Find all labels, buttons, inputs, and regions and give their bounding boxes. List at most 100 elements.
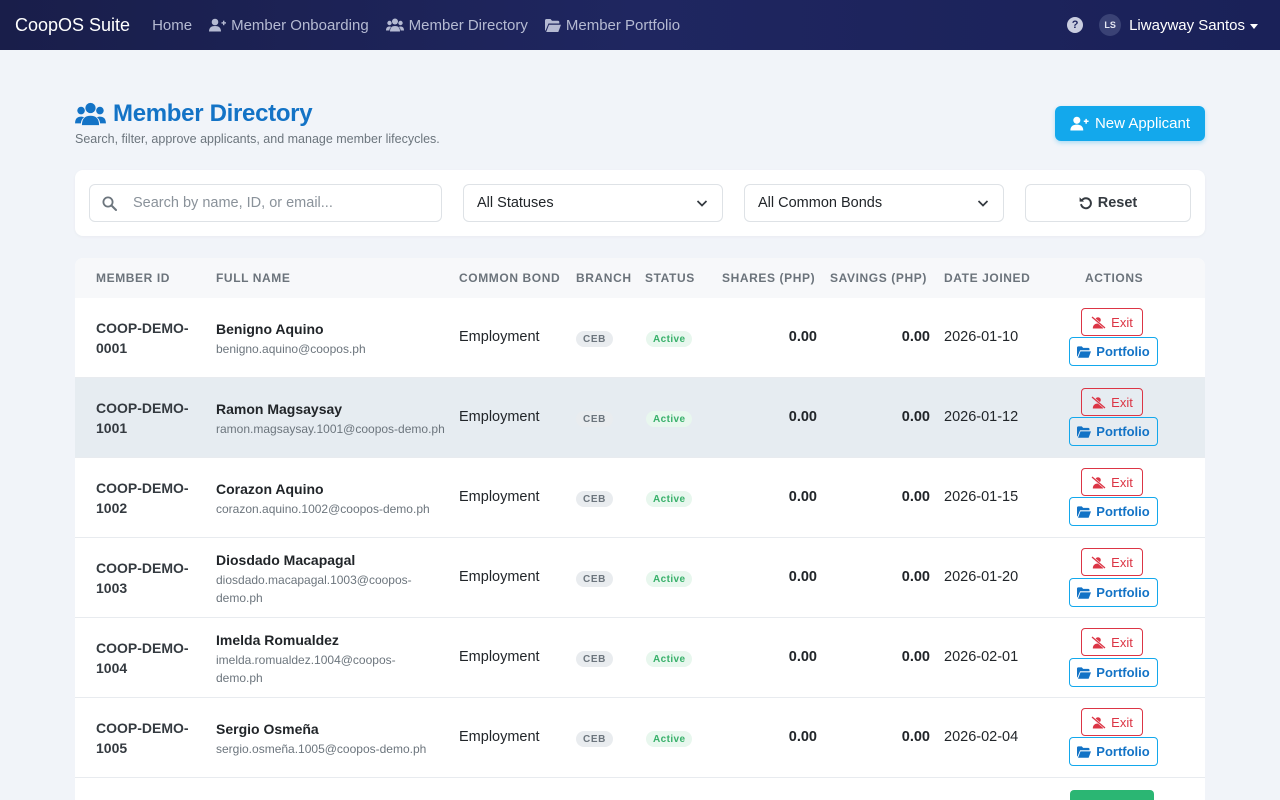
user-menu-toggle[interactable]: Liwayway Santos xyxy=(1129,16,1245,34)
col-common-bond[interactable]: COMMON BOND xyxy=(459,271,561,285)
col-status[interactable]: STATUS xyxy=(645,271,695,285)
member-name[interactable]: Sergio Osmeña xyxy=(216,721,319,737)
member-email: imelda.romualdez.1004@coopos-demo.ph xyxy=(216,653,396,685)
col-member-id[interactable]: MEMBER ID xyxy=(96,271,171,285)
avatar[interactable]: LS xyxy=(1099,14,1122,36)
date-joined-cell: 2026-01-20 xyxy=(944,569,1019,585)
member-table: MEMBER ID FULL NAME COMMON BOND BRANCH S… xyxy=(75,258,1205,800)
status-badge: Active xyxy=(646,331,693,347)
page-title-text: Member Directory xyxy=(113,100,313,127)
approve-button-partial[interactable] xyxy=(1070,790,1154,800)
exit-button[interactable]: Exit xyxy=(1081,388,1143,416)
exit-button[interactable]: Exit xyxy=(1081,708,1143,736)
col-full-name[interactable]: FULL NAME xyxy=(216,271,291,285)
date-joined-cell: 2026-02-01 xyxy=(944,649,1019,665)
portfolio-button[interactable]: Portfolio xyxy=(1069,497,1158,526)
new-applicant-label: New Applicant xyxy=(1094,115,1191,132)
search-box[interactable] xyxy=(89,184,442,222)
member-id-cell: COOP-DEMO- 1001 xyxy=(96,400,189,436)
col-actions: ACTIONS xyxy=(1085,271,1144,285)
branch-badge: CEB xyxy=(576,491,613,507)
table-row[interactable]: COOP-DEMO- 1003 Diosdado Macapagal diosdad… xyxy=(75,538,1205,618)
member-id-cell: COOP-DEMO- 1004 xyxy=(96,640,189,676)
status-badge: Active xyxy=(646,491,693,507)
table-row[interactable]: COOP-DEMO- 0001 Benigno Aquino benigno.aqu… xyxy=(75,298,1205,378)
member-id-cell: COOP-DEMO- 1003 xyxy=(96,560,189,596)
exit-button[interactable]: Exit xyxy=(1081,548,1143,576)
table-row[interactable]: COOP-DEMO- 1001 Ramon Magsaysay ramon.mags… xyxy=(75,378,1205,458)
reset-button[interactable]: Reset xyxy=(1025,184,1191,222)
common-bond-cell: Employment xyxy=(459,489,540,505)
full-name-cell: Benigno Aquino benigno.aquino@coopos.ph xyxy=(216,320,452,358)
common-bond-cell: Employment xyxy=(459,329,540,345)
status-badge: Active xyxy=(646,571,693,587)
shares-cell: 0.00 xyxy=(788,569,817,585)
branch-badge: CEB xyxy=(576,731,613,747)
users-icon xyxy=(75,102,106,126)
common-bond-select[interactable]: All Common Bonds xyxy=(744,184,1004,222)
portfolio-button[interactable]: Portfolio xyxy=(1069,737,1158,766)
member-name[interactable]: Imelda Romualdez xyxy=(216,632,339,648)
common-bond-cell: Employment xyxy=(459,649,540,665)
date-joined-cell: 2026-02-04 xyxy=(944,729,1019,745)
date-joined-cell: 2026-01-12 xyxy=(944,409,1019,425)
common-bond-cell: Employment xyxy=(459,729,540,745)
col-branch[interactable]: BRANCH xyxy=(576,271,632,285)
user-plus-icon xyxy=(209,18,227,32)
nav-link-member-portfolio[interactable]: Member Portfolio xyxy=(544,16,681,34)
full-name-cell: Diosdado Macapagal diosdado.macapagal.100… xyxy=(216,551,452,607)
member-name[interactable]: Ramon Magsaysay xyxy=(216,401,343,417)
nav-link-label: Member Directory xyxy=(408,16,528,34)
member-id-cell: COOP-DEMO- 0001 xyxy=(96,320,189,356)
table-row[interactable]: COOP-DEMO- 1002 Corazon Aquino corazon.aqu… xyxy=(75,458,1205,538)
nav-link-label: Member Onboarding xyxy=(231,16,369,34)
portfolio-button[interactable]: Portfolio xyxy=(1069,578,1158,607)
member-name[interactable]: Benigno Aquino xyxy=(216,321,324,337)
search-input[interactable] xyxy=(133,195,423,211)
new-applicant-button[interactable]: New Applicant xyxy=(1055,106,1205,141)
member-name[interactable]: Corazon Aquino xyxy=(216,481,324,497)
col-savings[interactable]: SAVINGS (PHP) xyxy=(830,271,927,285)
brand-logo[interactable]: CoopOS Suite xyxy=(15,14,131,35)
exit-button[interactable]: Exit xyxy=(1081,628,1143,656)
member-id-cell: COOP-DEMO- 1005 xyxy=(96,720,189,756)
user-plus-icon xyxy=(1070,116,1089,131)
full-name-cell: Ramon Magsaysay ramon.magsaysay.1001@coop… xyxy=(216,400,452,438)
member-email: sergio.osmeña.1005@coopos-demo.ph xyxy=(216,742,427,756)
date-joined-cell: 2026-01-10 xyxy=(944,329,1019,345)
common-bond-cell: Employment xyxy=(459,409,540,425)
portfolio-button[interactable]: Portfolio xyxy=(1069,658,1158,687)
nav-link-label: Member Portfolio xyxy=(565,16,681,34)
user-slash-icon xyxy=(1091,555,1106,569)
user-slash-icon xyxy=(1091,715,1106,729)
top-navbar: CoopOS Suite Home Member Onboarding Memb… xyxy=(0,0,1280,50)
shares-cell: 0.00 xyxy=(788,489,817,505)
common-bond-cell: Employment xyxy=(459,569,540,585)
branch-badge: CEB xyxy=(576,331,613,347)
savings-cell: 0.00 xyxy=(901,649,930,665)
member-email: ramon.magsaysay.1001@coopos-demo.ph xyxy=(216,422,445,436)
portfolio-button[interactable]: Portfolio xyxy=(1069,417,1158,446)
col-shares[interactable]: SHARES (PHP) xyxy=(722,271,816,285)
date-joined-cell: 2026-01-15 xyxy=(944,489,1019,505)
exit-button[interactable]: Exit xyxy=(1081,308,1143,336)
status-select[interactable]: All Statuses xyxy=(463,184,723,222)
help-icon[interactable]: ? xyxy=(1067,17,1084,33)
member-name[interactable]: Diosdado Macapagal xyxy=(216,552,356,568)
caret-down-icon[interactable] xyxy=(1250,23,1258,29)
col-date-joined[interactable]: DATE JOINED xyxy=(944,271,1031,285)
shares-cell: 0.00 xyxy=(788,329,817,345)
nav-link-home[interactable]: Home xyxy=(152,17,192,34)
member-email: corazon.aquino.1002@coopos-demo.ph xyxy=(216,502,430,516)
table-row[interactable]: COOP-DEMO- 1005 Sergio Osmeña sergio.osmeñ… xyxy=(75,698,1205,778)
table-row[interactable]: COOP-DEMO- 1004 Imelda Romualdez imelda.ro… xyxy=(75,618,1205,698)
nav-link-member-onboarding[interactable]: Member Onboarding xyxy=(209,17,369,34)
member-email: benigno.aquino@coopos.ph xyxy=(216,342,366,356)
user-menu-area: ? LS Liwayway Santos xyxy=(1067,0,1258,50)
nav-link-member-directory[interactable]: Member Directory xyxy=(385,16,528,34)
portfolio-button[interactable]: Portfolio xyxy=(1069,337,1158,366)
chevron-down-icon xyxy=(696,200,708,207)
chevron-down-icon xyxy=(977,200,989,207)
exit-button[interactable]: Exit xyxy=(1081,468,1143,496)
full-name-cell: Sergio Osmeña sergio.osmeña.1005@coopos-d… xyxy=(216,720,452,758)
